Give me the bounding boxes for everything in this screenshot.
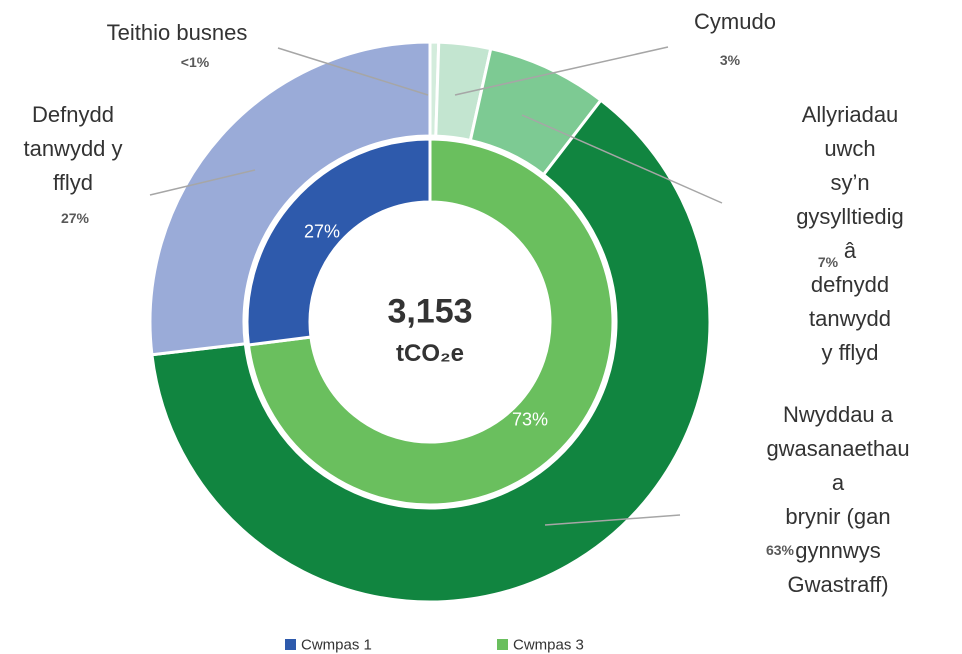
leader-line	[149, 169, 256, 196]
leader-line	[454, 46, 669, 96]
legend-swatch	[285, 639, 296, 650]
segment-label: Defnydd tanwydd y fflyd	[23, 102, 123, 195]
outer-segment	[150, 98, 712, 604]
legend-swatch	[497, 639, 508, 650]
value-label: 27%	[60, 210, 90, 226]
value-label: 3%	[719, 52, 741, 68]
inner-segment	[246, 137, 615, 507]
center-unit: tCO₂e	[395, 340, 465, 367]
center-label: 3,153	[387, 292, 473, 331]
leader-line	[277, 47, 429, 96]
segment-label: Teithio busnes	[106, 20, 248, 45]
segment-label: Nwyddau a gwasanaethau a brynir (gan gyn…	[766, 402, 910, 597]
value-label: <1%	[180, 54, 210, 70]
segment-label: Cymudo	[694, 9, 776, 34]
outer-segment	[148, 40, 432, 357]
legend-label: Cwmpas 1	[301, 636, 372, 654]
value-label: 63%	[765, 542, 795, 558]
inner-value-label: 73%	[511, 409, 549, 430]
legend-label: Cwmpas 3	[513, 636, 584, 654]
segment-label: Allyriadau uwch sy’n gysylltiedig â defn…	[796, 102, 904, 365]
value-label: 7%	[817, 254, 839, 270]
inner-segment	[245, 137, 432, 347]
leader-line	[521, 114, 723, 204]
leader-line	[544, 514, 681, 526]
inner-value-label: 27%	[303, 221, 341, 242]
